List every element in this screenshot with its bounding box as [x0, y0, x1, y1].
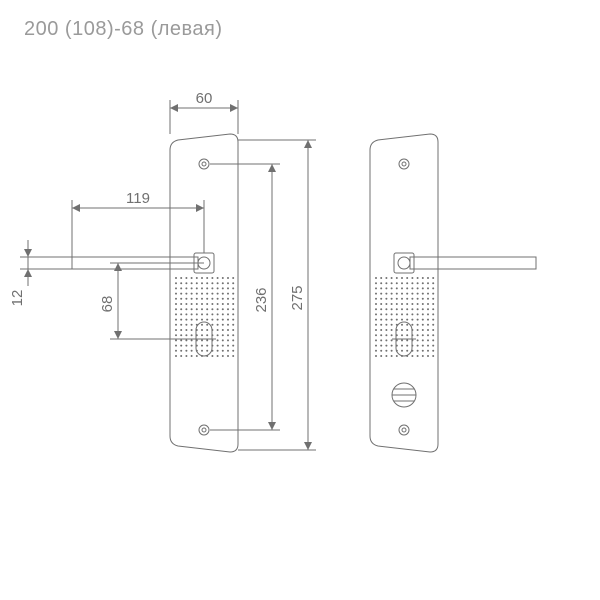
dim-119: 119 [72, 190, 204, 257]
right-plate [370, 134, 536, 452]
svg-text:12: 12 [9, 290, 26, 307]
technical-drawing: 60 119 12 68 [0, 0, 600, 600]
dim-12: 12 [9, 240, 72, 306]
svg-text:68: 68 [99, 296, 116, 313]
dim-236: 236 [210, 164, 280, 430]
right-dot-texture [375, 277, 434, 357]
dim-275: 275 [238, 140, 316, 450]
svg-text:275: 275 [289, 285, 306, 310]
left-dot-texture [175, 277, 234, 357]
svg-text:236: 236 [253, 287, 270, 312]
right-thumbturn [392, 383, 416, 407]
drawing-title: 200 (108)-68 (левая) [24, 18, 223, 41]
svg-text:119: 119 [126, 190, 150, 207]
svg-text:60: 60 [196, 90, 213, 107]
dim-60: 60 [170, 90, 238, 134]
dim-68: 68 [99, 263, 204, 339]
right-handle [394, 253, 536, 273]
